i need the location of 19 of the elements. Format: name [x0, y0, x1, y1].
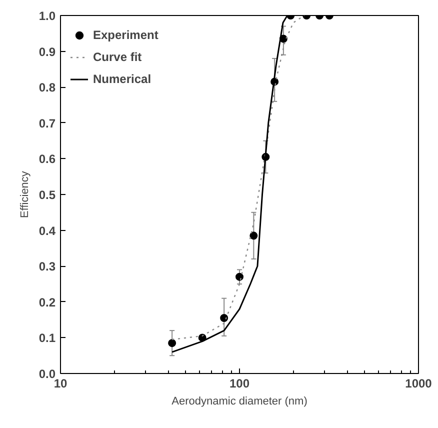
- x-tick-label: 100: [229, 376, 250, 390]
- legend-label: Numerical: [93, 72, 152, 86]
- legend-label: Curve fit: [93, 50, 142, 64]
- x-axis-title: Aerodynamic diameter (nm): [172, 396, 308, 408]
- legend-label: Experiment: [93, 28, 158, 42]
- y-tick-label: 0.4: [38, 224, 56, 238]
- x-tick-label: 10: [54, 376, 68, 390]
- y-tick-label: 0.2: [38, 295, 56, 310]
- y-axis-title: Efficiency: [18, 170, 31, 218]
- y-tick-label: 0.5: [38, 188, 56, 202]
- x-tick-label: 1000: [405, 376, 432, 390]
- y-tick-label: 0.7: [38, 116, 56, 130]
- y-tick-label: 0.6: [38, 152, 56, 166]
- y-tick-label: 0.3: [38, 260, 56, 274]
- y-tick-label: 0.9: [38, 44, 56, 59]
- y-tick-label: 0.0: [38, 367, 56, 381]
- y-tick-label: 0.8: [38, 80, 56, 95]
- y-tick-label: 1.0: [38, 9, 56, 23]
- y-tick-label: 0.1: [38, 331, 56, 346]
